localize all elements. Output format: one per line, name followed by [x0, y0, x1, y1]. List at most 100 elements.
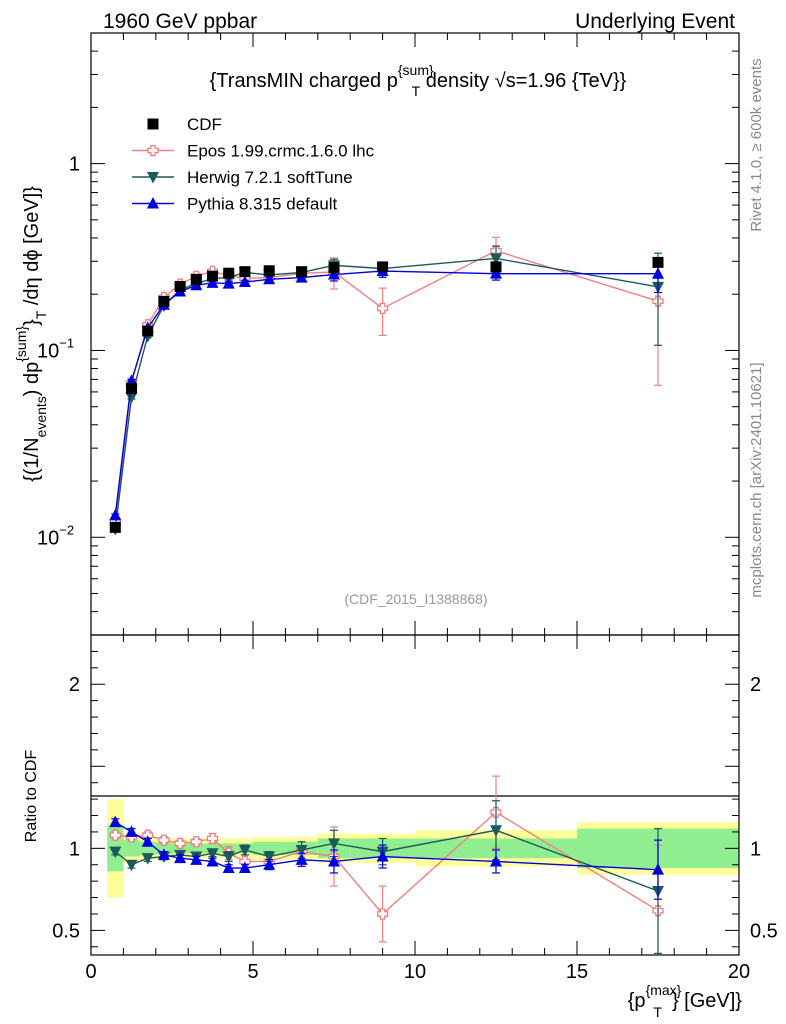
ratio-y-axis-title: Ratio to CDF: [23, 750, 40, 843]
ratio-band-stat: [253, 841, 286, 855]
legend-marker: [147, 144, 159, 157]
x-tick-label: 15: [566, 961, 588, 983]
data-point-cdf: [652, 256, 664, 268]
y-tick-label: 10−2: [37, 522, 74, 549]
data-point-cdf: [296, 266, 308, 278]
ratio-point-pythia: [174, 851, 187, 864]
ratio-point-pythia: [376, 850, 389, 862]
point-pythia: [125, 374, 138, 386]
title-prefix: {TransMIN charged p: [210, 70, 398, 92]
y-tick-label-base: 10: [37, 527, 59, 549]
ylabel-part1: {(1/N: [21, 437, 43, 481]
point-herwig: [125, 392, 138, 404]
ratio-point-pythia: [157, 848, 170, 860]
ratio-point-epos: [206, 832, 219, 845]
ratio-point-herwig: [263, 851, 276, 864]
data-point-cdf: [377, 261, 389, 273]
analysis-id: (CDF_2015_I1388868): [344, 591, 487, 607]
ratio-point-pythia: [125, 825, 138, 837]
data-point-cdf: [263, 265, 275, 277]
point-pythia: [652, 267, 664, 279]
point-herwig: [490, 253, 502, 265]
data-point-cdf: [142, 325, 154, 337]
y-tick-label-base: 10: [37, 340, 59, 362]
header-energy: 1960 GeV ppbar: [103, 10, 257, 33]
xlabel-sup: {max}: [646, 982, 682, 998]
ylabel-sup2: {sum}: [13, 326, 29, 362]
x-tick-label: 5: [247, 961, 258, 983]
xlabel-prefix: {p: [628, 990, 646, 1012]
ratio-point-herwig: [109, 846, 122, 859]
y-tick-label-exp: −2: [59, 522, 74, 537]
ratio-point-pythia: [190, 853, 203, 865]
data-point-cdf: [207, 270, 218, 282]
header-category: Underlying Event: [575, 10, 735, 33]
point-pythia: [328, 268, 340, 280]
x-tick-label: 10: [404, 961, 426, 983]
legend-label: Herwig 7.2.1 softTune: [187, 168, 353, 187]
ylabel-part2: ) dp: [21, 362, 43, 396]
ratio-point-epos: [158, 834, 170, 846]
point-pythia: [490, 267, 502, 279]
ratio-y-tick-label-right: 0.5: [750, 920, 778, 942]
ratio-point-pythia: [263, 858, 276, 870]
point-pythia: [238, 275, 251, 288]
ratio-point-pythia: [141, 835, 154, 847]
ratio-point-herwig: [206, 848, 219, 860]
data-point-cdf: [126, 383, 137, 395]
data-point-cdf: [490, 261, 502, 273]
x-axis-title: {p{max} T } [GeV]}: [628, 982, 743, 1020]
legend-label: Pythia 8.315 default: [187, 195, 338, 214]
ratio-y-tick-label: 0.5: [52, 920, 80, 942]
ratio-point-herwig: [141, 853, 154, 865]
series-line-epos: [114, 250, 659, 522]
title-sub: T: [412, 83, 421, 99]
ylabel-part4: /dη dϕ [GeV]}: [21, 186, 43, 311]
data-point-cdf: [158, 295, 170, 307]
ratio-plot-frame: [90, 634, 740, 956]
ratio-point-pythia: [295, 853, 308, 865]
x-tick-label: 0: [85, 961, 96, 983]
ratio-band-stat: [155, 842, 172, 855]
ratio-point-herwig: [222, 851, 235, 864]
ratio-point-herwig: [490, 825, 502, 837]
legend-marker: [147, 172, 159, 184]
point-epos: [376, 302, 389, 315]
plot-title: {TransMIN charged p{sum} T density √s=1.9…: [210, 62, 627, 99]
ratio-y-tick-label: 2: [69, 674, 80, 696]
ratio-point-pythia: [109, 815, 122, 828]
ratio-y-tick-label-right: 1: [750, 838, 761, 860]
point-pythia: [263, 272, 276, 285]
data-point-cdf: [239, 266, 251, 278]
xlabel-sub: T: [653, 1004, 662, 1020]
xlabel-suffix: } [GeV]}: [672, 990, 742, 1012]
ratio-point-pythia: [652, 863, 664, 875]
legend-marker: [147, 197, 159, 209]
ratio-point-epos: [109, 829, 121, 841]
data-point-cdf: [174, 280, 186, 292]
y-tick-label: 1: [69, 154, 80, 176]
ratio-point-pythia: [328, 854, 340, 867]
side-label-mcplots: mcplots.cern.ch [arXiv:2401.10621]: [748, 362, 765, 597]
ratio-band-stat: [123, 840, 140, 857]
ratio-point-pythia: [206, 854, 219, 867]
y-axis-title: {(1/Nevents) dp{sum}}T /dη dϕ [GeV]}: [13, 186, 49, 482]
y-tick-label: 10−1: [37, 335, 74, 362]
series-line-herwig: [114, 257, 659, 530]
point-pythia: [109, 508, 122, 521]
ratio-band-stat: [188, 843, 205, 854]
title-suffix: density √s=1.96 {TeV}}: [420, 70, 626, 92]
legend-marker: [147, 118, 159, 130]
point-pythia: [222, 277, 235, 289]
side-label-rivet: Rivet 4.1.0, ≥ 600k events: [748, 58, 765, 231]
point-pythia: [206, 276, 219, 288]
data-point-cdf: [328, 262, 340, 274]
data-point-cdf: [109, 521, 121, 533]
ylabel-sub3: T: [33, 310, 49, 319]
y-tick-label-exp: −1: [59, 335, 74, 350]
legend: CDF Epos 1.99.crmc.1.6.0 lhc Herwig 7.2.1 …: [132, 115, 375, 214]
legend-label: Epos 1.99.crmc.1.6.0 lhc: [187, 142, 375, 161]
ratio-y-tick-label: 1: [69, 838, 80, 860]
ratio-point-herwig: [238, 844, 251, 857]
